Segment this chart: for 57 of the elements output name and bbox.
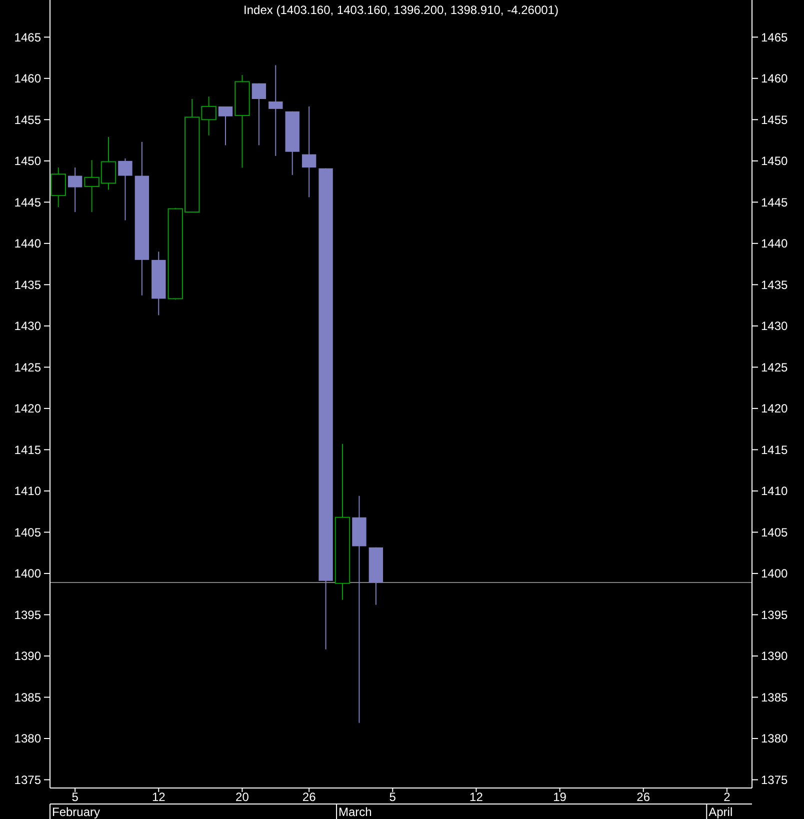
y-tick-label: 1410 <box>14 484 42 498</box>
y2-tick-label: 1435 <box>761 278 788 292</box>
chart-title: Index (1403.160, 1403.160, 1396.200, 1398.910, -4.26001) <box>244 3 558 17</box>
text: March <box>338 805 372 819</box>
x-tick-label: 19 <box>553 790 567 804</box>
y2-tick-label: 1455 <box>761 112 788 127</box>
y2-tick-label: 1445 <box>761 195 788 210</box>
y-tick-label: 1465 <box>14 30 42 44</box>
y2-tick-label: 1385 <box>761 690 788 704</box>
candlestick <box>118 158 132 221</box>
y2-tick-label: 1405 <box>761 525 788 540</box>
x-tick-label: 26 <box>636 790 650 804</box>
candlestick <box>218 106 233 146</box>
candlestick <box>302 106 316 198</box>
y-tick-label: 1450 <box>14 154 42 168</box>
y-tick-label: 1395 <box>14 608 42 622</box>
y-tick-label: 1390 <box>14 649 42 664</box>
x-tick-label: 5 <box>72 790 79 804</box>
y-tick-label: 1460 <box>14 72 42 86</box>
y-tick-label: 1425 <box>14 360 42 374</box>
y-tick-label: 1380 <box>14 732 42 746</box>
y-tick-label: 1455 <box>14 112 42 127</box>
y2-tick-label: 1390 <box>761 649 788 664</box>
candlestick <box>252 82 266 146</box>
y-tick-label: 1435 <box>14 278 42 292</box>
candlestick <box>268 64 283 156</box>
y-tick-label: 1415 <box>14 442 42 457</box>
y-tick-label: 1445 <box>14 195 42 210</box>
y2-tick-label: 1420 <box>761 402 788 416</box>
y-tick-label: 1430 <box>14 319 42 334</box>
x-tick-label: 5 <box>389 790 396 804</box>
candlestick <box>68 167 82 213</box>
y2-tick-label: 1410 <box>761 484 788 498</box>
y2-tick-label: 1395 <box>761 608 788 622</box>
y-tick-label: 1420 <box>14 402 42 416</box>
y2-tick-label: 1460 <box>761 72 788 86</box>
x-tick-label: 12 <box>152 790 166 804</box>
x-tick-label: 26 <box>302 790 316 804</box>
y2-tick-label: 1415 <box>761 442 788 457</box>
y2-tick-label: 1450 <box>761 154 788 168</box>
y2-tick-label: 1440 <box>761 236 788 251</box>
y2-tick-label: 1400 <box>761 566 788 581</box>
x-tick-label: 20 <box>236 790 250 804</box>
text: April <box>708 805 733 819</box>
y-tick-label: 1440 <box>14 236 42 251</box>
y2-tick-label: 1430 <box>761 319 788 334</box>
text: February <box>52 805 100 819</box>
x-tick-label: 12 <box>470 790 484 804</box>
y-tick-label: 1385 <box>14 690 42 704</box>
y2-tick-label: 1380 <box>761 732 788 746</box>
y-tick-label: 1400 <box>14 566 42 581</box>
y-tick-label: 1375 <box>14 772 42 787</box>
y2-tick-label: 1465 <box>761 30 788 44</box>
y2-tick-label: 1375 <box>761 772 788 787</box>
y2-tick-label: 1425 <box>761 360 788 374</box>
x-tick-label: 2 <box>724 790 731 804</box>
y-tick-label: 1405 <box>14 525 42 540</box>
